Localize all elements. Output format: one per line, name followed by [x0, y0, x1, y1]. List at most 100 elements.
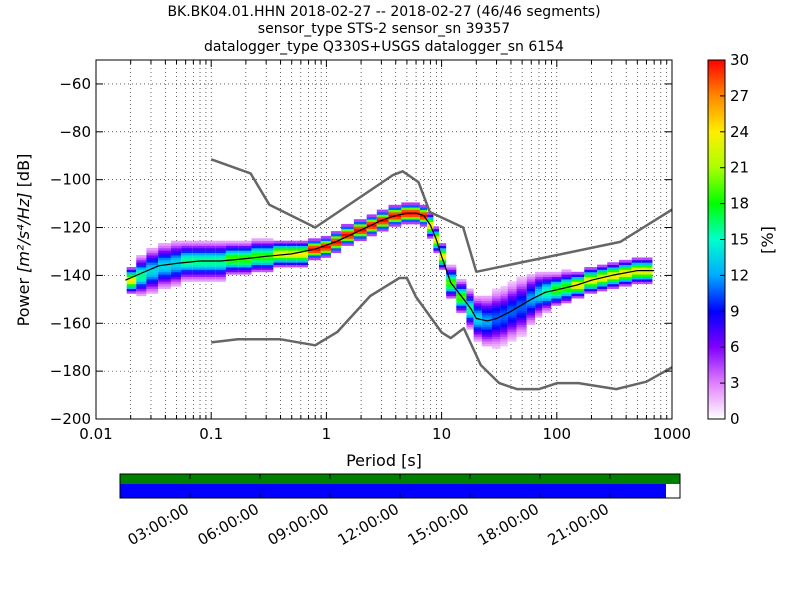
histogram-cell [286, 259, 297, 263]
histogram-cell [516, 317, 527, 321]
colorbar-tick-label: 15 [730, 231, 749, 249]
histogram-cell [136, 257, 147, 261]
histogram-cell [170, 252, 182, 256]
histogram-cell [411, 214, 420, 218]
histogram-cell [446, 278, 457, 282]
histogram-cell [296, 243, 309, 246]
histogram-cell [205, 264, 216, 268]
histogram-cell [427, 235, 434, 239]
histogram-cell [320, 247, 331, 251]
histogram-cell [192, 247, 206, 251]
title-line-3: datalogger_type Q330S+USGS datalogger_sn… [204, 39, 564, 55]
histogram-cell [261, 262, 274, 266]
histogram-cell [341, 231, 354, 234]
histogram-cell [320, 238, 331, 242]
histogram-cell [516, 290, 527, 294]
histogram-cell [542, 295, 552, 299]
histogram-cell [500, 295, 508, 299]
histogram-cell [500, 293, 508, 297]
histogram-cell [631, 264, 642, 268]
histogram-cell [492, 302, 501, 306]
histogram-cell [341, 235, 354, 239]
histogram-cell [584, 286, 598, 289]
histogram-cell [526, 305, 536, 309]
histogram-cell [261, 247, 274, 251]
histogram-cell [500, 341, 508, 345]
histogram-cell [516, 305, 527, 309]
histogram-cell [376, 228, 389, 232]
histogram-cell [192, 271, 206, 275]
histogram-cell [192, 264, 206, 268]
histogram-cell [136, 267, 147, 270]
histogram-cell [320, 243, 331, 246]
histogram-cell [473, 322, 482, 325]
histogram-cell [181, 245, 193, 249]
histogram-cell [419, 204, 428, 208]
histogram-cell [516, 326, 527, 330]
histogram-cell [433, 235, 439, 239]
histogram-cell [481, 307, 493, 311]
histogram-cell [438, 245, 447, 249]
histogram-cell [507, 331, 517, 335]
histogram-cell [320, 250, 331, 254]
histogram-cell [146, 286, 159, 289]
histogram-cell [507, 312, 517, 316]
histogram-cell [419, 223, 428, 227]
histogram-cell [273, 252, 287, 256]
histogram-cell [215, 269, 226, 273]
histogram-cell [146, 283, 159, 287]
histogram-cell [411, 216, 420, 220]
histogram-cell [607, 278, 619, 282]
histogram-cell [330, 245, 342, 249]
histogram-cell [516, 307, 527, 311]
histogram-cell [456, 288, 467, 292]
histogram-cell [507, 322, 517, 325]
histogram-cell [607, 264, 619, 268]
histogram-cell [146, 274, 159, 277]
histogram-cell [473, 319, 482, 323]
histogram-cell [526, 288, 536, 292]
histogram-cell [146, 278, 159, 282]
histogram-cell [597, 281, 608, 285]
histogram-cell [526, 317, 536, 321]
histogram-cell [286, 247, 297, 251]
histogram-cell [136, 276, 147, 280]
histogram-cell [136, 293, 147, 297]
colorbar-tick-label: 18 [730, 195, 749, 213]
histogram-cell [500, 310, 508, 313]
histogram-cell [296, 252, 309, 256]
histogram-cell [286, 257, 297, 261]
histogram-cell [251, 250, 262, 254]
histogram-cell [446, 295, 457, 299]
histogram-cell [433, 243, 439, 246]
histogram-cell [251, 257, 262, 261]
histogram-cell [542, 307, 552, 311]
histogram-cell [571, 276, 585, 280]
histogram-cell [516, 319, 527, 323]
histogram-cell [473, 310, 482, 313]
histogram-cell [500, 343, 508, 347]
histogram-cell [401, 219, 412, 222]
histogram-cell [438, 252, 447, 256]
histogram-cell [535, 302, 543, 306]
histogram-cell [215, 252, 226, 256]
histogram-cell [401, 214, 412, 218]
histogram-cell [427, 231, 434, 234]
histogram-cell [535, 314, 543, 318]
histogram-cell [535, 293, 543, 297]
y-tick-label: −140 [50, 266, 91, 284]
histogram-cell [170, 267, 182, 270]
histogram-cell [466, 293, 474, 297]
histogram-cell [158, 259, 171, 263]
histogram-cell [641, 257, 653, 261]
histogram-cell [542, 278, 552, 282]
histogram-cell [146, 247, 159, 251]
histogram-cell [542, 293, 552, 297]
histogram-cell [126, 278, 137, 282]
histogram-cell [535, 307, 543, 311]
histogram-cell [225, 247, 239, 251]
histogram-cell [353, 223, 367, 227]
y-axis-label: Power [m²/s⁴/Hz] [dB] [14, 154, 33, 327]
histogram-cell [551, 271, 562, 275]
histogram-cell [261, 267, 274, 270]
